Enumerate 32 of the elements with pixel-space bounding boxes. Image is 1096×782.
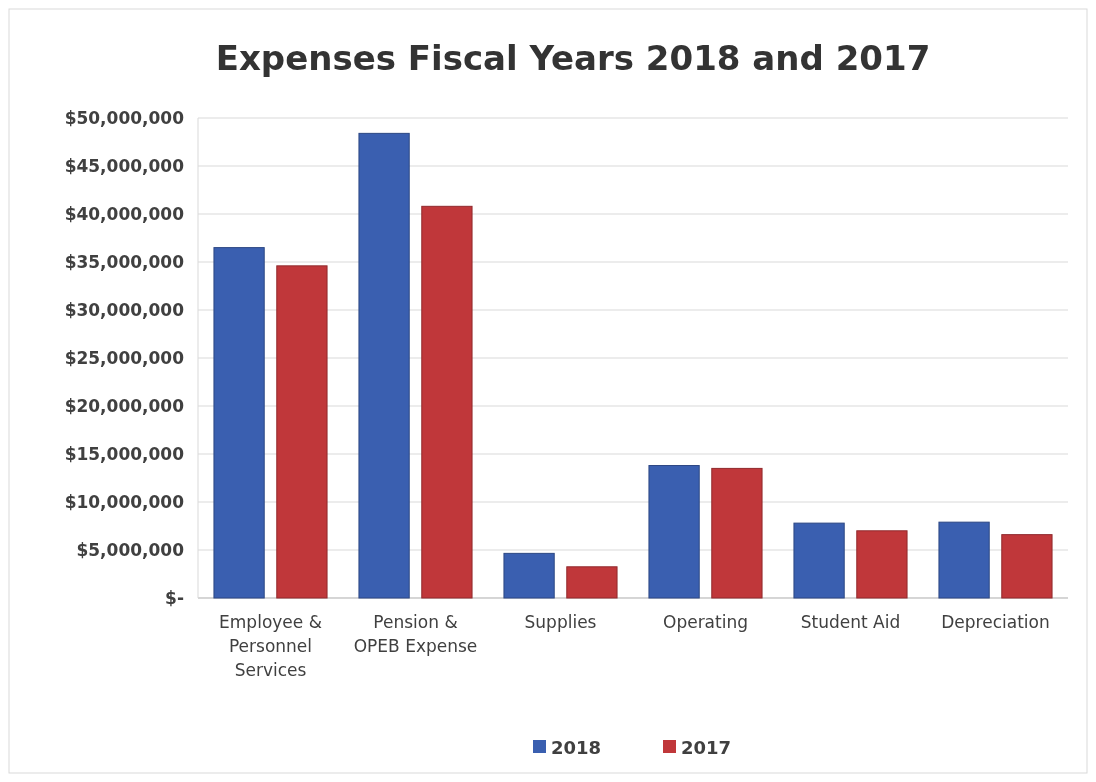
bar [213, 247, 265, 599]
y-tick-label: $20,000,000 [64, 395, 185, 416]
y-tick-label: $25,000,000 [64, 347, 185, 368]
y-tick-label: $50,000,000 [64, 107, 185, 128]
legend-label: 2018 [551, 737, 602, 759]
x-tick-label: Operating [663, 612, 748, 632]
bar [421, 205, 473, 599]
bar [711, 467, 763, 599]
y-tick-label: $40,000,000 [64, 203, 185, 224]
bar [793, 522, 845, 599]
y-tick-label: $10,000,000 [64, 491, 185, 512]
bar [648, 465, 700, 599]
y-tick-label: $30,000,000 [64, 299, 185, 320]
bar [856, 530, 908, 599]
chart-title: Expenses Fiscal Years 2018 and 2017 [215, 38, 931, 78]
x-tick-label: Employee & Personnel Services [219, 612, 322, 680]
y-tick-label: $35,000,000 [64, 251, 185, 272]
bar [566, 566, 618, 599]
bar [1001, 534, 1053, 599]
x-tick-label: Student Aid [800, 612, 901, 632]
bar [276, 265, 328, 599]
bar [503, 552, 555, 599]
y-tick-label: $- [165, 587, 184, 608]
x-tick-label: Depreciation [941, 612, 1050, 632]
legend-label: 2017 [681, 737, 732, 759]
bar [358, 132, 410, 599]
y-tick-label: $5,000,000 [76, 539, 185, 560]
y-tick-label: $45,000,000 [64, 155, 185, 176]
x-tick-label: Pension & OPEB Expense [353, 612, 478, 656]
bar [938, 521, 990, 599]
y-tick-label: $15,000,000 [64, 443, 185, 464]
x-tick-label: Supplies [524, 612, 597, 632]
